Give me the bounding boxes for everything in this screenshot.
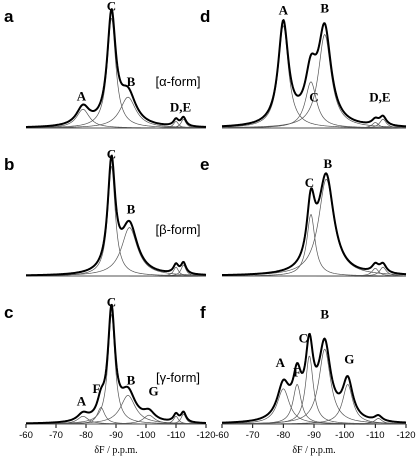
x-tick-label: -60 <box>19 430 33 441</box>
x-tick-label: -100 <box>136 430 155 441</box>
peak-label: C <box>107 294 116 309</box>
x-tick-label: -120 <box>396 430 415 441</box>
x-tick-label: -80 <box>79 430 93 441</box>
x-axis-title: δF / p.p.m. <box>94 445 137 456</box>
component-peak <box>222 118 407 129</box>
component-peak <box>25 18 206 129</box>
x-tick-label: -70 <box>49 430 63 441</box>
x-tick-label: -80 <box>276 430 290 441</box>
peak-label: A <box>279 3 289 18</box>
component-peak <box>26 118 207 129</box>
component-peak <box>221 34 407 128</box>
component-peak <box>26 264 207 277</box>
peak-label: C <box>299 331 308 346</box>
x-tick-label: -60 <box>215 430 229 441</box>
component-peak <box>222 214 407 277</box>
panel-letter: f <box>200 303 206 322</box>
spectrum-envelope <box>221 19 407 128</box>
component-peak <box>221 81 406 129</box>
peak-label: D,E <box>170 100 191 115</box>
form-label: [γ-form] <box>156 370 200 385</box>
form-label: [β-form] <box>155 222 200 237</box>
panel-letter: e <box>200 155 209 174</box>
peak-label: B <box>320 1 329 16</box>
peak-label: A <box>276 355 286 370</box>
component-peak <box>221 25 406 129</box>
spectrum-envelope <box>221 332 407 424</box>
panel-letter: d <box>200 7 210 26</box>
spectrum-envelope <box>25 8 207 128</box>
peak-label: B <box>127 74 136 89</box>
panel-letter: b <box>4 155 14 174</box>
peak-label: G <box>148 383 158 398</box>
component-peak <box>25 108 207 129</box>
peak-label: A <box>77 89 87 104</box>
component-peak <box>26 395 206 425</box>
peak-label: B <box>127 372 136 387</box>
x-tick-label: -110 <box>167 430 185 441</box>
peak-label: A <box>77 393 87 408</box>
peak-label: D,E <box>369 90 390 105</box>
peak-label: F <box>293 365 301 380</box>
peak-label: C <box>309 90 318 105</box>
spectrum-envelope <box>221 172 407 277</box>
component-peak <box>222 266 407 277</box>
peak-label: F <box>93 381 101 396</box>
component-peak <box>26 413 207 425</box>
panel-letter: a <box>4 7 14 26</box>
x-tick-label: -70 <box>246 430 260 441</box>
x-tick-label: -90 <box>109 430 123 441</box>
peak-label: B <box>320 306 329 321</box>
component-peak <box>221 348 407 424</box>
peak-label: C <box>305 175 314 190</box>
peak-label: C <box>107 146 116 161</box>
component-peak <box>222 355 407 425</box>
form-label: [α-form] <box>155 74 200 89</box>
peak-label: B <box>127 201 136 216</box>
x-tick-label: -90 <box>307 430 321 441</box>
panel-letter: c <box>4 303 13 322</box>
x-tick-label: -120 <box>196 430 215 441</box>
x-axis-title: δF / p.p.m. <box>292 445 335 456</box>
peak-label: C <box>107 0 116 13</box>
peak-label: G <box>344 352 354 367</box>
spectrum-envelope <box>25 154 207 277</box>
peak-label: B <box>323 156 332 171</box>
spectrum-envelope <box>25 303 207 425</box>
component-peak <box>222 418 407 425</box>
x-tick-label: -100 <box>335 430 354 441</box>
x-tick-label: -110 <box>366 430 384 441</box>
